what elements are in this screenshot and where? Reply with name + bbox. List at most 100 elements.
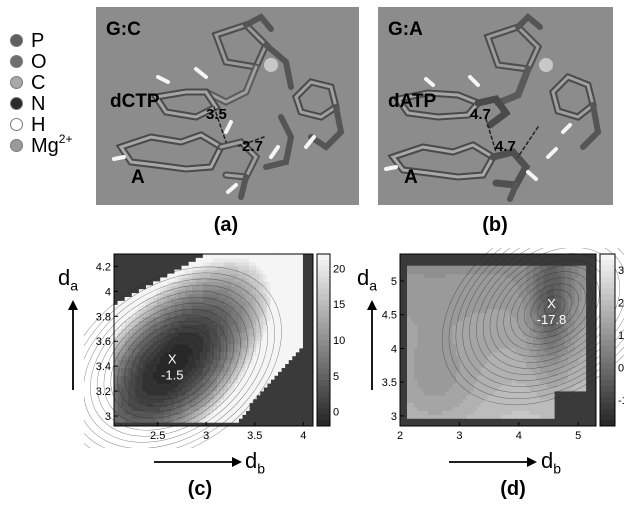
field-cell [114, 406, 119, 411]
molecule-structure-b [384, 12, 602, 202]
field-cell [414, 328, 419, 333]
field-cell [220, 379, 225, 384]
field-cell [209, 277, 215, 282]
field-cell [529, 343, 534, 349]
field-cell [421, 375, 426, 380]
field-cell [417, 343, 422, 349]
field-cell [477, 394, 482, 400]
field-cell [519, 394, 524, 400]
field-cell [227, 406, 232, 411]
field-cell [241, 363, 247, 368]
field-cell [452, 379, 457, 384]
field-cell [578, 347, 583, 353]
field-cell [533, 394, 538, 400]
field-cell [199, 414, 204, 419]
field-cell [522, 355, 527, 361]
field-cell [238, 265, 243, 271]
field-cell [256, 343, 261, 349]
field-cell [167, 293, 172, 298]
y-axis-arrow-d [367, 300, 377, 390]
field-cell [449, 336, 454, 341]
field-cell [121, 312, 126, 318]
field-cell [564, 336, 569, 341]
field-cell [533, 340, 538, 345]
field-cell [263, 297, 268, 302]
field-cell [463, 371, 468, 376]
field-cell [227, 254, 232, 259]
field-cell [435, 320, 440, 325]
field-cell [263, 289, 268, 294]
field-cell [185, 265, 190, 271]
field-cell [124, 390, 129, 396]
field-cell [266, 359, 271, 365]
field-cell [209, 332, 215, 337]
field-cell [234, 410, 239, 415]
field-cell [227, 308, 232, 314]
field-cell [234, 414, 239, 419]
field-cell [428, 394, 433, 400]
field-cell [238, 293, 243, 298]
field-cell [498, 383, 503, 388]
field-cell [477, 355, 482, 361]
field-cell [202, 406, 207, 411]
field-cell [160, 406, 165, 411]
field-cell [234, 402, 239, 408]
field-cell [501, 332, 506, 337]
field-cell [540, 285, 545, 290]
field-cell [220, 347, 225, 353]
field-cell [477, 293, 482, 298]
field-cell [128, 351, 133, 357]
colorbar-tick-label: 10 [618, 330, 624, 342]
field-cell [540, 300, 545, 306]
field-cell [167, 394, 172, 400]
field-cell [174, 328, 179, 333]
field-cell [480, 367, 485, 372]
field-cell [241, 379, 247, 384]
x-axis-arrow-c [154, 457, 242, 467]
field-cell [473, 285, 478, 290]
field-cell [167, 398, 172, 404]
field-cell [177, 269, 183, 275]
contour-line [90, 290, 255, 437]
field-cell [273, 265, 279, 271]
field-cell [540, 371, 545, 376]
field-cell [519, 343, 524, 349]
field-cell [505, 410, 510, 415]
field-cell [114, 375, 119, 380]
field-cell [424, 281, 429, 286]
field-cell [417, 332, 422, 337]
field-cell [128, 398, 133, 404]
field-cell [192, 363, 197, 368]
field-cell [407, 324, 412, 329]
field-cell [431, 375, 436, 380]
field-cell [414, 406, 419, 411]
field-cell [568, 386, 573, 392]
minimum-marker: X [547, 296, 556, 311]
field-cell [473, 410, 478, 415]
field-cell [234, 300, 239, 306]
field-cell [561, 328, 566, 333]
field-cell [515, 265, 520, 271]
field-cell [533, 390, 538, 396]
field-cell [550, 347, 555, 353]
field-cell [526, 336, 531, 341]
field-cell [209, 418, 215, 423]
field-cell [266, 347, 271, 353]
field-cell [536, 320, 541, 325]
field-cell [473, 359, 478, 365]
field-cell [463, 355, 468, 361]
field-cell [241, 257, 247, 263]
field-cell [445, 304, 450, 310]
field-cell [477, 363, 482, 368]
field-cell [252, 261, 257, 267]
colorbar-swatch [600, 397, 615, 404]
field-cell [414, 269, 419, 275]
contour-lines [84, 266, 282, 448]
field-cell [431, 398, 436, 404]
field-cell [487, 355, 492, 361]
field-cell [170, 359, 176, 365]
field-cell [131, 383, 136, 388]
field-cell [231, 265, 236, 271]
field-cell [421, 371, 426, 376]
field-cell [185, 312, 190, 318]
